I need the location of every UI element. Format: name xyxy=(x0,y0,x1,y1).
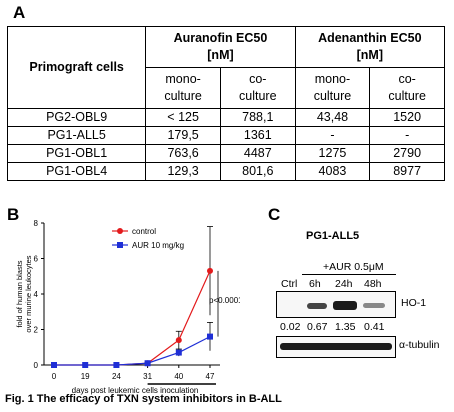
data-point-aur xyxy=(113,362,120,368)
y-tick-label: 8 xyxy=(34,219,39,228)
line-chart: fold of human blastsover murine leukocyt… xyxy=(15,219,240,395)
panel-a-label: A xyxy=(13,3,26,22)
y-tick-label: 2 xyxy=(34,326,39,335)
subheader-co-1: co-culture xyxy=(219,67,296,109)
protein-tubulin-label: α-tubulin xyxy=(399,339,440,351)
treatment-label: +AUR 0.5μM xyxy=(323,261,384,273)
ho1-blot xyxy=(276,291,396,318)
x-tick-label: 40 xyxy=(174,372,183,381)
x-tick-label: 0 xyxy=(52,372,57,381)
quant-48h: 0.41 xyxy=(364,321,385,333)
subheader-mono-2: mono-culture xyxy=(294,67,371,109)
data-point-aur xyxy=(82,362,89,368)
quant-6h: 0.67 xyxy=(307,321,328,333)
x-tick-label: 31 xyxy=(143,372,152,381)
quant-24h: 1.35 xyxy=(335,321,356,333)
data-point-aur xyxy=(51,362,57,368)
y-tick-label: 4 xyxy=(34,290,39,299)
drug1-unit: [nM] xyxy=(207,48,234,62)
band-24h xyxy=(333,301,357,310)
ec50-table: Primograft cells Auranofin EC50 Adenanth… xyxy=(6,26,446,181)
series-line-control xyxy=(54,270,211,366)
drug2-unit-cell: [nM] xyxy=(294,47,446,68)
table-row: PG1-OBL4 129,3 801,6 4083 8977 xyxy=(6,162,445,181)
tubulin-band xyxy=(280,343,392,350)
chart-legend: control AUR 10 mg/kg xyxy=(112,227,184,250)
legend-label-aur: AUR 10 mg/kg xyxy=(132,241,184,250)
lane-ctrl: Ctrl xyxy=(281,278,298,290)
x-tick-label: 24 xyxy=(112,372,121,381)
subheader-co-2: co-culture xyxy=(369,67,445,109)
x-axis-label: days post leukemic cells inoculation xyxy=(72,386,199,395)
lane-48h: 48h xyxy=(364,278,382,290)
y-tick-label: 6 xyxy=(34,255,39,264)
treatment-bar xyxy=(302,274,396,275)
quant-ctrl: 0.02 xyxy=(280,321,301,333)
drug1-header: Auranofin EC50 xyxy=(145,26,296,47)
data-point-control xyxy=(175,337,182,344)
y-tick-label: 0 xyxy=(34,361,39,370)
panel-b-label: B xyxy=(7,205,20,224)
legend-marker-aur xyxy=(117,242,123,248)
table-row: PG1-ALL5 179,5 1361- - xyxy=(6,126,445,145)
drug2-name: Adenanthin EC50 xyxy=(318,31,422,45)
data-point-aur xyxy=(144,360,151,367)
table-row: PG1-OBL1 763,6 4487 1275 2790 xyxy=(6,144,445,163)
row-header-cell: Primograft cells xyxy=(6,26,147,109)
band-48h xyxy=(363,303,385,308)
lane-24h: 24h xyxy=(335,278,353,290)
blot-title: PG1-ALL5 xyxy=(306,230,360,242)
subheader-mono-1: mono-culture xyxy=(145,67,221,109)
x-tick-label: 47 xyxy=(206,372,215,381)
legend-label-control: control xyxy=(132,227,156,236)
tubulin-blot xyxy=(276,336,396,358)
x-tick-label: 19 xyxy=(81,372,90,381)
protein-ho1-label: HO-1 xyxy=(401,297,427,309)
p-value-annotation: p<0.0001 xyxy=(209,296,240,305)
band-6h xyxy=(307,303,327,309)
drug1-name: Auranofin EC50 xyxy=(173,31,268,45)
series-line-aur xyxy=(54,336,211,366)
lane-6h: 6h xyxy=(309,278,321,290)
drug2-unit: [nM] xyxy=(356,48,383,62)
data-point-aur xyxy=(175,349,182,356)
drug1-unit-cell: [nM] xyxy=(145,47,296,68)
figure-caption: Fig. 1 The efficacy of TXN system inhibi… xyxy=(5,393,282,405)
drug2-header: Adenanthin EC50 xyxy=(294,26,446,47)
data-point-control xyxy=(207,267,213,274)
legend-marker-control xyxy=(117,228,123,234)
y-axis-label: fold of human blastsover murine leukocyt… xyxy=(15,255,33,332)
table-row: PG2-OBL9 < 125 788,1 43,48 1520 xyxy=(6,108,445,127)
row-header-label: Primograft cells xyxy=(29,60,124,74)
panel-c-label: C xyxy=(268,205,281,224)
data-point-aur xyxy=(207,333,213,340)
